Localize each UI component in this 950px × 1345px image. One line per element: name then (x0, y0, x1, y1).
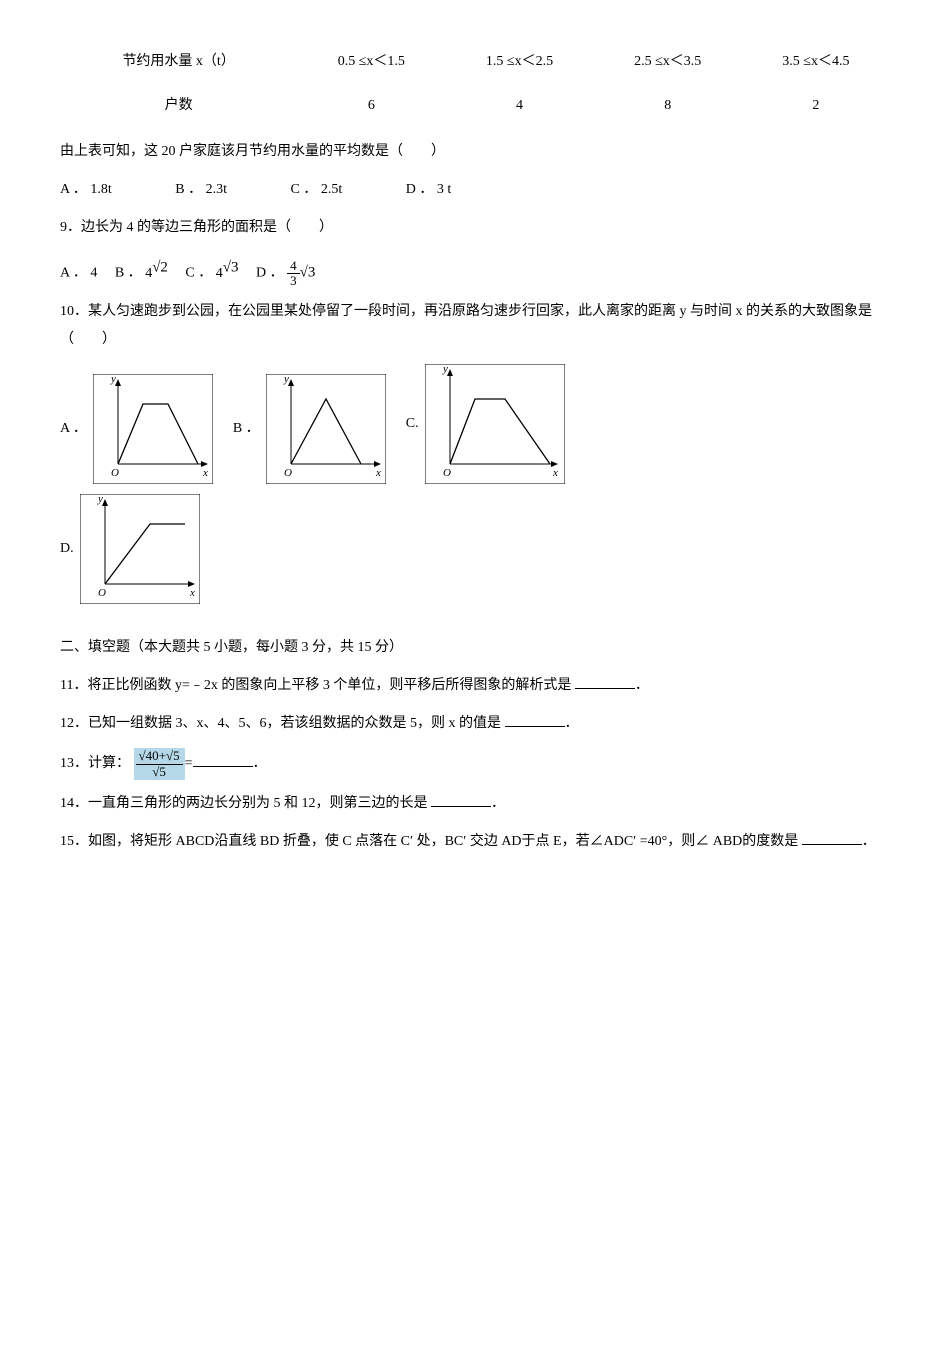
svg-text:O: O (98, 587, 106, 599)
q8-question: 由上表可知，这 20 户家庭该月节约用水量的平均数是（ ） (60, 138, 890, 166)
q9-b: 4√2 (145, 266, 168, 281)
q13-frac: √40+√5 √5 (134, 748, 185, 780)
q14-blank (431, 792, 491, 807)
q11-blank (575, 674, 635, 689)
svg-text:y: y (283, 374, 289, 385)
q8-r1c4: 3.5 ≤x＜4.5 (742, 40, 890, 84)
svg-text:x: x (552, 467, 558, 479)
q8-r2c3: 8 (594, 84, 742, 128)
q8-choices: A ． 1.8t B ． 2.3t C ． 2.5t D ． 3 t (60, 176, 890, 204)
q13: 13．计算： √40+√5 √5 =． (60, 748, 890, 780)
q8-row1-label: 节约用水量 x（t） (60, 40, 297, 84)
q15-blank (802, 830, 862, 845)
svg-text:O: O (111, 467, 119, 479)
q14: 14．一直角三角形的两边长分别为 5 和 12，则第三边的长是 ． (60, 790, 890, 818)
svg-text:O: O (443, 467, 451, 479)
q8-table: 节约用水量 x（t） 0.5 ≤x＜1.5 1.5 ≤x＜2.5 2.5 ≤x＜… (60, 40, 890, 128)
graph-d-svg: y x O (80, 494, 200, 604)
section2-title: 二、填空题（本大题共 5 小题，每小题 3 分，共 15 分） (60, 634, 890, 662)
q8-choice-a: A ． 1.8t (60, 182, 142, 197)
q8-r1c2: 1.5 ≤x＜2.5 (445, 40, 593, 84)
q10-graph-a: A ． y x O (60, 374, 213, 484)
q8-r2c4: 2 (742, 84, 890, 128)
svg-text:y: y (442, 364, 448, 375)
svg-text:y: y (110, 374, 116, 385)
q9-choices: A ． 4 B ． 4√2 C ． 4√3 D ． 43√3 (60, 252, 890, 288)
q8-choice-d: D ． 3 t (406, 182, 482, 197)
q8-choice-b: B ． 2.3t (175, 182, 257, 197)
svg-text:x: x (189, 587, 195, 599)
svg-text:y: y (97, 494, 103, 505)
q15: 15．如图，将矩形 ABCD沿直线 BD 折叠，使 C 点落在 C′ 处，BC′… (60, 828, 890, 856)
graph-c-svg: y x O (425, 364, 565, 484)
svg-text:x: x (375, 467, 381, 479)
q9-c: 4√3 (216, 266, 239, 281)
q8-r1c1: 0.5 ≤x＜1.5 (297, 40, 445, 84)
q10-graphs-2: D. y x O (60, 494, 890, 604)
graph-a-svg: y x O (93, 374, 213, 484)
q11: 11．将正比例函数 y=﹣2x 的图象向上平移 3 个单位，则平移后所得图象的解… (60, 672, 890, 700)
q10-graphs: A ． y x O B ． y x O C. (60, 364, 890, 484)
q8-r2c2: 4 (445, 84, 593, 128)
q8-choice-c: C ． 2.5t (290, 182, 372, 197)
q9-a: 4 (90, 266, 97, 281)
q10-graph-c: C. y x O (406, 364, 565, 484)
q8-row2-label: 户数 (60, 84, 297, 128)
q10-graph-b: B ． y x O (233, 374, 386, 484)
q12: 12．已知一组数据 3、x、4、5、6，若该组数据的众数是 5，则 x 的值是 … (60, 710, 890, 738)
q13-blank (193, 752, 253, 767)
svg-text:O: O (284, 467, 292, 479)
graph-b-svg: y x O (266, 374, 386, 484)
q8-r2c1: 6 (297, 84, 445, 128)
q12-blank (505, 712, 565, 727)
q9-text: 9．边长为 4 的等边三角形的面积是（ ） (60, 214, 890, 242)
q10-graph-d: D. y x O (60, 494, 200, 604)
q8-r1c3: 2.5 ≤x＜3.5 (594, 40, 742, 84)
q10-text: 10．某人匀速跑步到公园，在公园里某处停留了一段时间，再沿原路匀速步行回家，此人… (60, 298, 890, 354)
svg-text:x: x (202, 467, 208, 479)
q9-d-frac: 43 (287, 259, 300, 289)
